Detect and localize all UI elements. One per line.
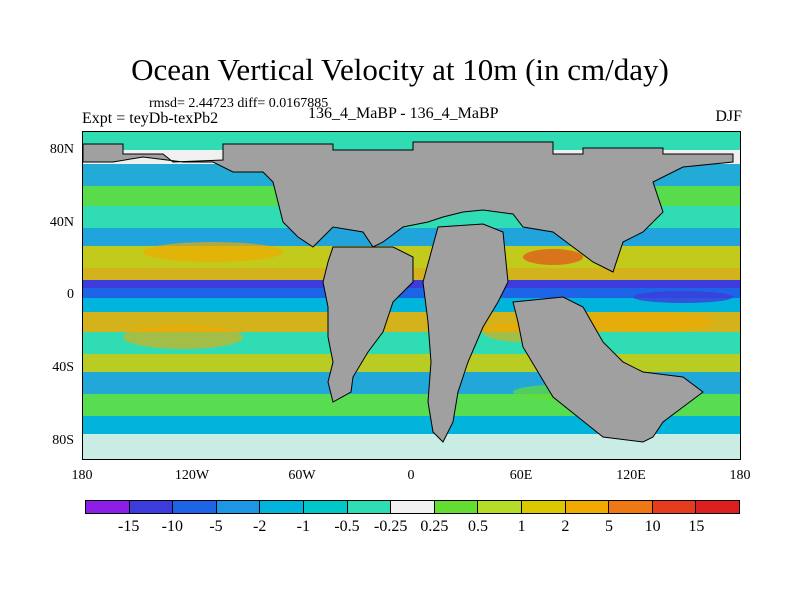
colorbar-segment xyxy=(86,501,130,513)
colorbar-segment xyxy=(347,501,392,513)
colorbar-segment xyxy=(173,501,217,513)
colorbar-segment xyxy=(260,501,304,513)
colorbar-segment xyxy=(303,501,348,513)
lat-label-0: 0 xyxy=(67,287,74,302)
colorbar-label: -10 xyxy=(161,518,183,535)
land-africa-analog xyxy=(422,223,509,443)
colorbar-segment xyxy=(391,501,435,513)
lat-label-80s: 80S xyxy=(52,433,74,448)
colorbar-label: -1 xyxy=(296,518,310,535)
colorbar-label: 2 xyxy=(561,518,570,535)
lon-label-180w: 180 xyxy=(71,468,93,483)
colorbar-label: 15 xyxy=(688,518,705,535)
season-label: DJF xyxy=(715,108,742,125)
lon-label-180e: 180 xyxy=(729,468,751,483)
colorbar-segment xyxy=(696,501,739,513)
lon-label-60e: 60E xyxy=(509,468,533,483)
land-masses xyxy=(83,141,734,443)
lon-label-120e: 120E xyxy=(616,468,646,483)
colorbar-label: 1 xyxy=(517,518,526,535)
land-northern-continents xyxy=(83,141,734,273)
colorbar xyxy=(85,500,740,514)
chart-title: Ocean Vertical Velocity at 10m (in cm/da… xyxy=(131,52,669,87)
map-svg xyxy=(83,132,740,459)
lon-label-120w: 120W xyxy=(174,468,210,483)
land-southern-continent xyxy=(512,296,704,443)
land-south-america-analog xyxy=(322,246,414,403)
lat-label-40n: 40N xyxy=(49,215,74,230)
colorbar-segment xyxy=(565,501,610,513)
colorbar-segment xyxy=(521,501,566,513)
colorbar-label: 0.25 xyxy=(420,518,449,535)
lon-label-0: 0 xyxy=(407,468,415,483)
colorbar-label: -0.25 xyxy=(373,518,408,535)
colorbar-label: -2 xyxy=(252,518,267,535)
colorbar-label: 10 xyxy=(644,518,661,535)
colorbar-label: 0.5 xyxy=(468,518,488,535)
experiment-label: Expt = teyDb-texPb2 xyxy=(82,110,219,127)
colorbar-segment xyxy=(216,501,261,513)
map-panel xyxy=(82,131,741,460)
lon-label-60w: 60W xyxy=(288,468,316,483)
lat-label-80n: 80N xyxy=(49,142,74,157)
colorbar-label: -0.5 xyxy=(334,518,360,535)
colorbar-label: 5 xyxy=(605,518,613,535)
colorbar-segment xyxy=(609,501,653,513)
colorbar-label: -15 xyxy=(117,518,140,535)
case-label: 136_4_MaBP - 136_4_MaBP xyxy=(308,105,499,122)
colorbar-segment xyxy=(129,501,174,513)
colorbar-segment xyxy=(652,501,697,513)
lat-label-40s: 40S xyxy=(52,360,74,375)
colorbar-label: -5 xyxy=(209,518,223,535)
colorbar-segment xyxy=(434,501,479,513)
stats-text: rmsd= 2.44723 diff= 0.0167885 xyxy=(149,96,329,111)
colorbar-segment xyxy=(478,501,522,513)
